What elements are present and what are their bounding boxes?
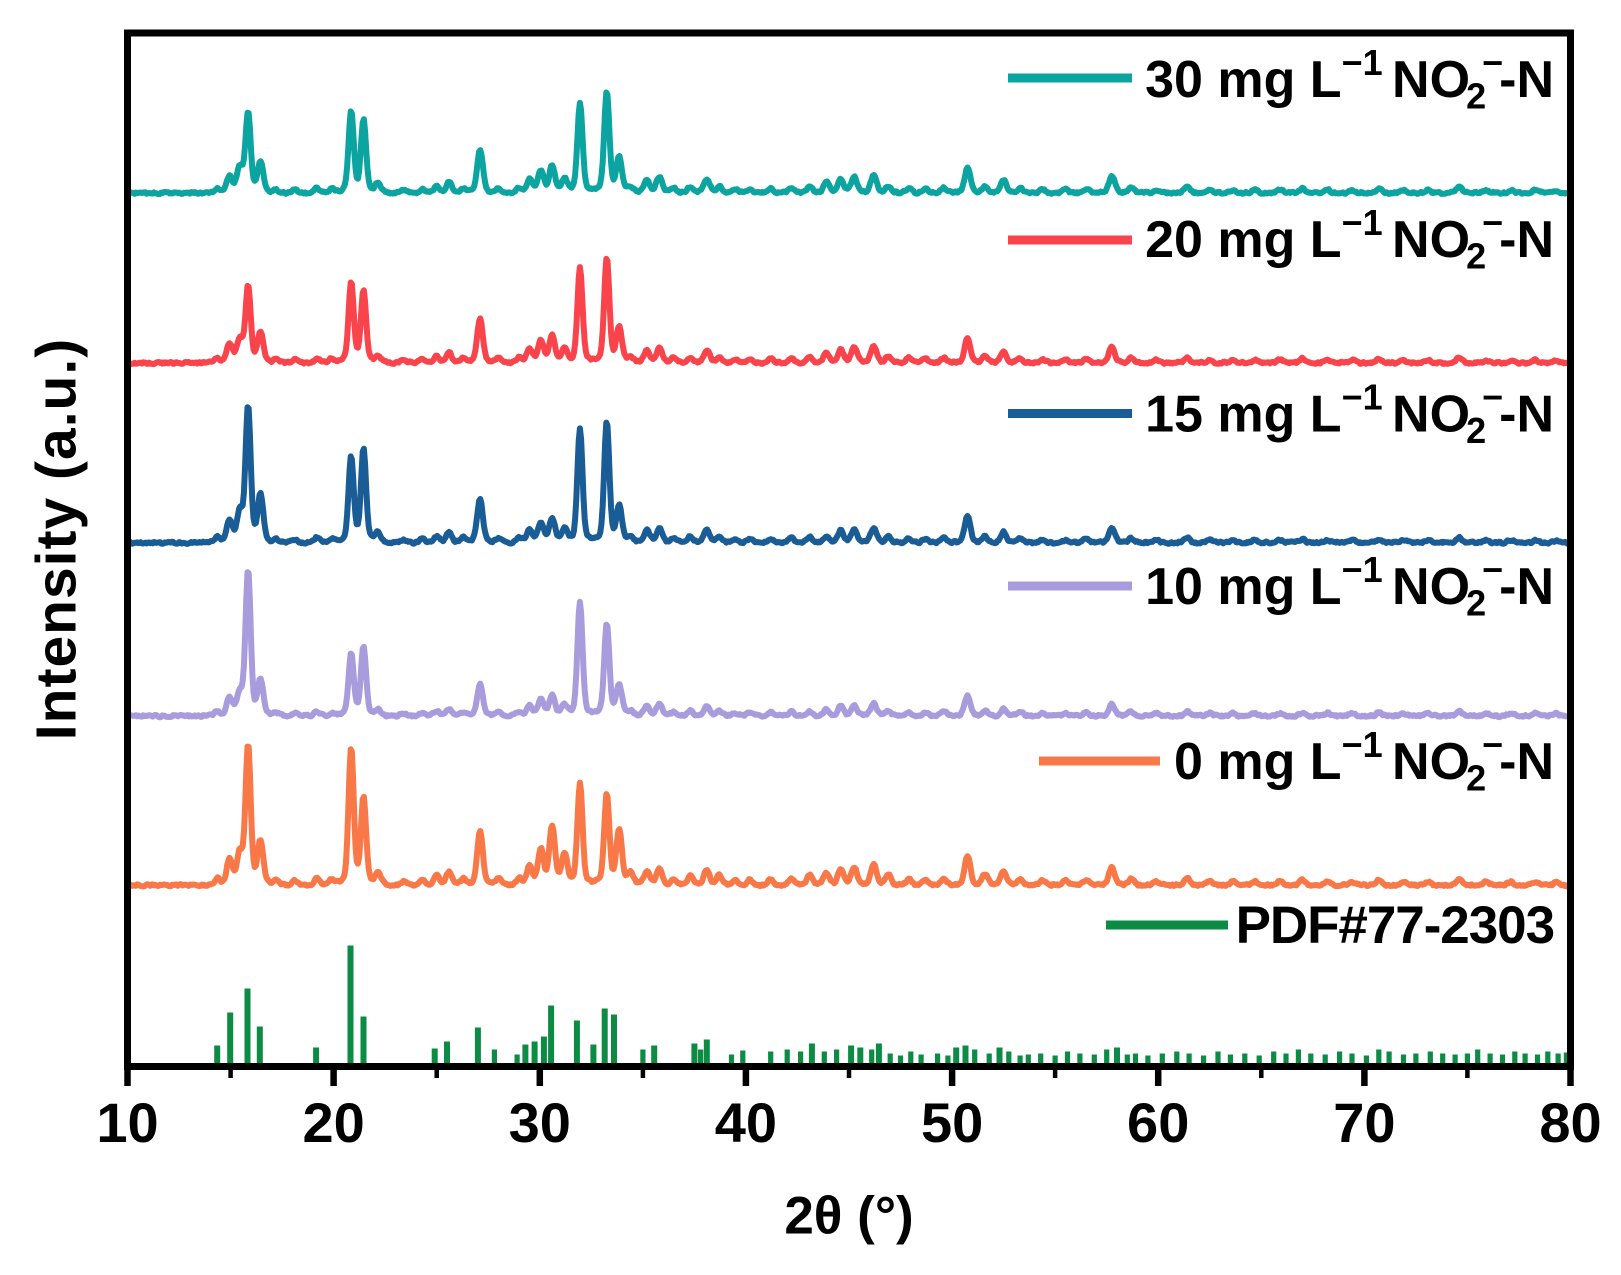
svg-text:20: 20 — [302, 1091, 364, 1154]
svg-text:Intensity (a.u.): Intensity (a.u.) — [25, 338, 89, 740]
svg-text:60: 60 — [1127, 1091, 1189, 1154]
svg-text:70: 70 — [1333, 1091, 1395, 1154]
svg-text:2θ (°): 2θ (°) — [784, 1187, 913, 1246]
svg-text:50: 50 — [921, 1091, 983, 1154]
svg-text:10: 10 — [96, 1091, 158, 1154]
svg-text:PDF#77-2303: PDF#77-2303 — [1236, 896, 1554, 955]
svg-text:0 mg L−1 NO2−-N: 0 mg L−1 NO2−-N — [1174, 724, 1554, 799]
svg-text:40: 40 — [715, 1091, 777, 1154]
svg-text:30: 30 — [509, 1091, 571, 1154]
svg-text:80: 80 — [1539, 1091, 1601, 1154]
